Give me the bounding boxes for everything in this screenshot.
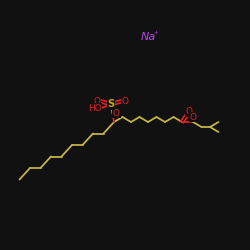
Text: HO: HO: [88, 104, 102, 113]
Text: S: S: [107, 99, 114, 109]
Text: O: O: [113, 109, 120, 118]
Text: O: O: [190, 112, 196, 122]
Text: O: O: [93, 97, 100, 106]
Text: O: O: [185, 107, 192, 116]
Text: Na: Na: [140, 32, 156, 42]
Text: O: O: [121, 97, 128, 106]
Text: ⁺: ⁺: [154, 30, 158, 38]
